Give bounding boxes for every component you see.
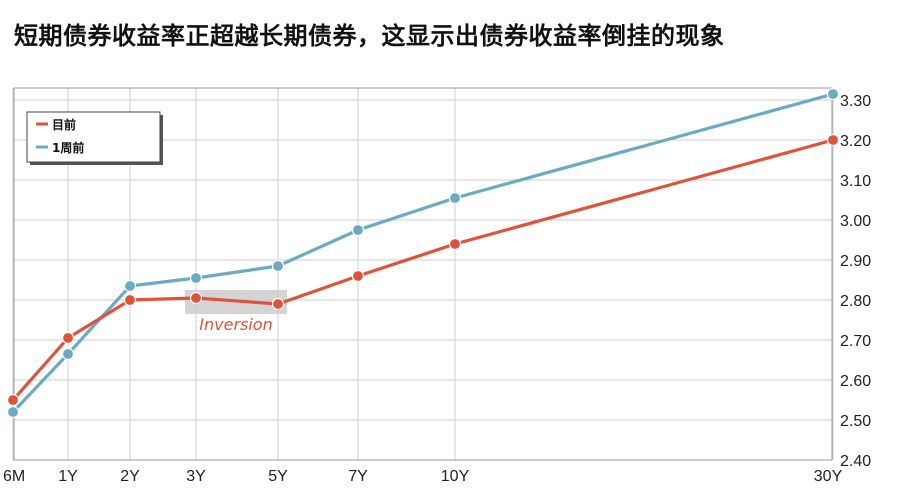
y-tick-label: 3.10 (840, 173, 871, 190)
data-point (351, 223, 365, 237)
chart-title: 短期债券收益率正超越长期债券，这显示出债券收益率倒挂的现象 (14, 22, 725, 50)
y-tick-label: 2.90 (840, 253, 871, 270)
data-point (826, 87, 840, 101)
series-line-1 (11, 92, 834, 414)
data-point (271, 259, 285, 273)
y-tick-label: 3.00 (840, 213, 871, 230)
legend-box (26, 111, 161, 163)
y-tick-label: 2.40 (840, 453, 871, 470)
data-point (448, 237, 462, 251)
x-tick-label: 3Y (186, 468, 206, 485)
data-point (61, 331, 75, 345)
data-point (123, 279, 137, 293)
data-point (826, 133, 840, 147)
x-tick-label: 1Y (58, 468, 78, 485)
series-line-0 (11, 138, 834, 402)
data-point (61, 347, 75, 361)
data-point (123, 293, 137, 307)
x-tick-label: 7Y (348, 468, 368, 485)
inversion-label: Inversion (199, 315, 272, 334)
x-tick-label: 2Y (120, 468, 140, 485)
y-axis-ticks: 3.30 3.20 3.10 3.00 2.90 2.80 2.70 2.60 2.50 2.40 (840, 93, 871, 470)
x-tick-label: 10Y (441, 468, 470, 485)
data-point (448, 191, 462, 205)
data-point (271, 297, 285, 311)
data-point (6, 405, 20, 419)
data-point (189, 271, 203, 285)
data-point (351, 269, 365, 283)
legend: 目前 1周前 (26, 111, 163, 165)
data-point (189, 291, 203, 305)
x-axis-ticks: 6M 1Y 2Y 3Y 5Y 7Y 10Y 30Y (3, 468, 843, 485)
legend-label-week-ago: 1周前 (52, 140, 84, 155)
y-tick-label: 3.20 (840, 133, 871, 150)
y-tick-label: 2.60 (840, 373, 871, 390)
y-tick-label: 2.80 (840, 293, 871, 310)
x-tick-label: 5Y (268, 468, 288, 485)
series-layer (6, 87, 840, 419)
y-tick-label: 2.50 (840, 413, 871, 430)
y-tick-label: 2.70 (840, 333, 871, 350)
legend-label-current: 目前 (52, 117, 76, 132)
y-tick-label: 3.30 (840, 93, 871, 110)
x-tick-label: 30Y (814, 468, 843, 485)
x-tick-label: 6M (3, 468, 25, 485)
plot-area-border (13, 87, 833, 461)
data-point (6, 393, 20, 407)
